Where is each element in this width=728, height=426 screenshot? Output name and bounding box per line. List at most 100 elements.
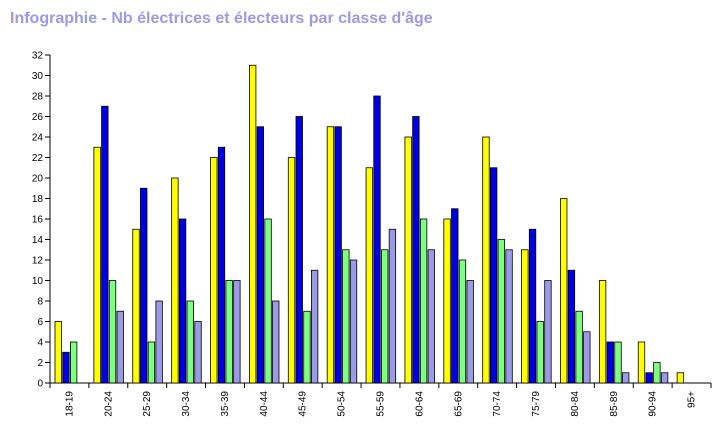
- bar: [101, 105, 109, 384]
- bar: [482, 136, 490, 384]
- bar: [412, 116, 420, 384]
- x-tick-label: 70-74: [492, 391, 503, 417]
- y-tick-label: 20: [32, 174, 44, 185]
- x-tick-label: 95+: [687, 391, 698, 408]
- x-tick-label: 25-29: [142, 391, 153, 417]
- y-tick-label: 2: [37, 358, 43, 369]
- bar: [54, 321, 62, 384]
- bar: [147, 341, 156, 384]
- bar: [132, 228, 140, 384]
- x-tick-label: 50-54: [337, 391, 348, 417]
- bar: [171, 177, 179, 384]
- bar: [233, 280, 241, 384]
- bar: [521, 249, 529, 384]
- bar: [653, 362, 661, 384]
- bar: [178, 218, 187, 384]
- bar: [249, 64, 257, 384]
- bar: [116, 310, 124, 384]
- x-tick-label: 60-64: [414, 391, 425, 417]
- bar: [575, 310, 583, 384]
- bar: [326, 126, 335, 384]
- x-tick-label: 90-94: [648, 391, 659, 417]
- bar: [419, 218, 428, 384]
- bar: [497, 239, 506, 384]
- bar: [645, 372, 653, 384]
- y-tick-label: 26: [32, 112, 44, 123]
- bar: [342, 249, 350, 384]
- y-tick-label: 12: [32, 256, 44, 267]
- bar: [544, 280, 552, 384]
- x-tick-label: 40-44: [259, 391, 270, 417]
- x-tick-label: 45-49: [298, 391, 309, 417]
- bar: [108, 280, 117, 384]
- bar: [660, 372, 669, 384]
- bar: [303, 310, 311, 384]
- bar: [451, 208, 459, 384]
- bar: [598, 280, 607, 384]
- bar: [427, 249, 435, 384]
- bar: [676, 372, 685, 384]
- bar: [264, 218, 272, 384]
- bar: [256, 126, 265, 384]
- x-tick-label: 80-84: [570, 391, 581, 417]
- bar: [388, 228, 397, 384]
- bar: [365, 167, 373, 384]
- x-tick-label: 20-24: [103, 391, 114, 417]
- bar: [458, 259, 467, 384]
- bar: [186, 300, 194, 384]
- bar: [583, 331, 591, 384]
- bar: [536, 321, 544, 384]
- bar: [637, 341, 646, 384]
- bar: [295, 116, 303, 384]
- y-tick-label: 16: [32, 215, 44, 226]
- x-tick-label: 85-89: [609, 391, 620, 417]
- bar: [140, 187, 148, 384]
- bar: [217, 146, 226, 384]
- y-tick-label: 28: [32, 92, 44, 103]
- bar: [381, 249, 389, 384]
- y-tick-label: 0: [37, 379, 43, 390]
- x-tick-label: 75-79: [531, 391, 542, 417]
- y-tick-label: 10: [32, 276, 44, 287]
- bar: [93, 146, 101, 384]
- bar: [614, 341, 622, 384]
- bar: [287, 157, 296, 384]
- bar: [373, 95, 381, 384]
- y-tick-label: 14: [32, 235, 44, 246]
- bar: [443, 218, 451, 384]
- bar: [334, 126, 342, 384]
- bar: [404, 136, 412, 384]
- bar: [194, 321, 202, 384]
- x-tick-label: 18-19: [64, 391, 75, 417]
- x-tick-label: 35-39: [220, 391, 231, 417]
- bar: [62, 351, 70, 384]
- y-tick-label: 30: [32, 71, 44, 82]
- y-tick-label: 8: [37, 297, 43, 308]
- x-tick-label: 65-69: [453, 391, 464, 417]
- bar: [70, 341, 78, 384]
- y-tick-label: 24: [32, 133, 44, 144]
- bar: [310, 269, 319, 384]
- y-tick-label: 22: [32, 153, 44, 164]
- bar: [505, 249, 513, 384]
- chart-title: Infographie - Nb électrices et électeurs…: [10, 10, 433, 27]
- bar: [272, 300, 280, 384]
- bar: [528, 228, 537, 384]
- x-axis: 18-19 20-24 25-29 30-34 35-39 40-44 45-49 50-54…: [49, 382, 712, 417]
- bar: [466, 280, 474, 384]
- bar: [349, 259, 358, 384]
- bar: [622, 372, 630, 384]
- bar: [567, 269, 576, 384]
- bars: [54, 64, 685, 384]
- bar: [155, 300, 163, 384]
- y-tick-label: 6: [37, 317, 43, 328]
- x-tick-label: 55-59: [376, 391, 387, 417]
- bar: [225, 280, 233, 384]
- y-tick-label: 32: [32, 51, 44, 62]
- y-tick-label: 18: [32, 194, 44, 205]
- bar: [606, 341, 614, 384]
- x-tick-label: 30-34: [181, 391, 192, 417]
- bar: [210, 157, 218, 384]
